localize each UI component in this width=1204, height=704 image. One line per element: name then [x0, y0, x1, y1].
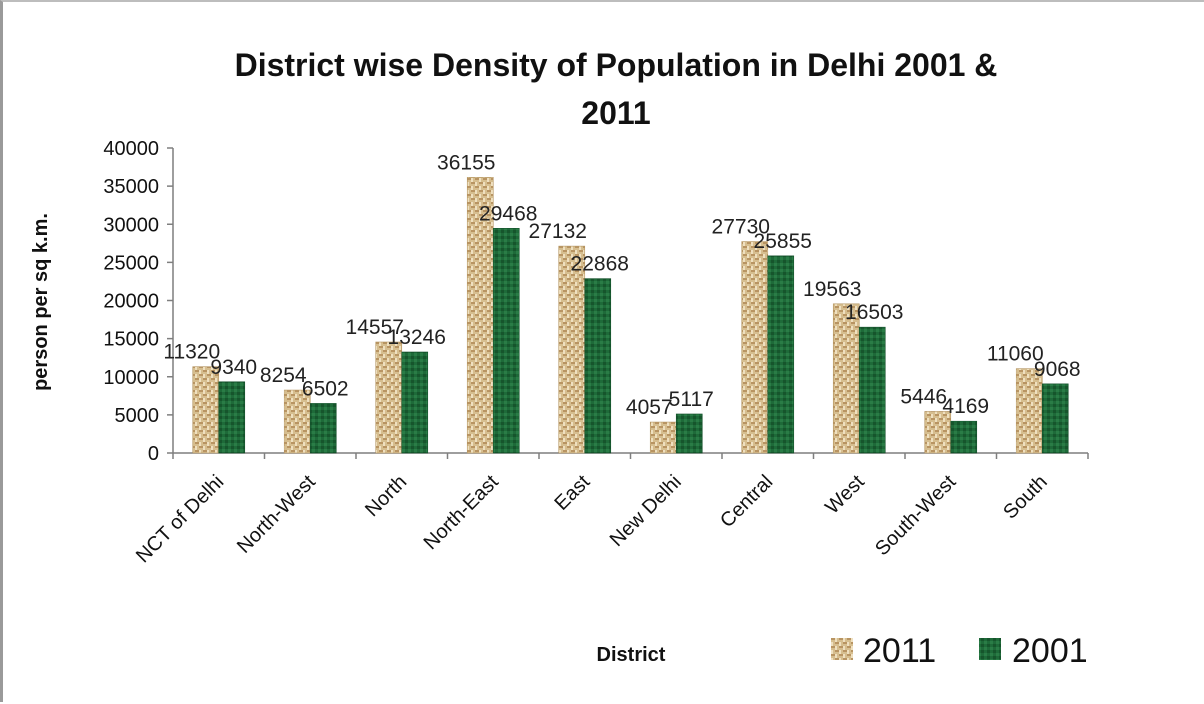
bar-2001-east: [584, 278, 612, 454]
data-label: 4169: [942, 395, 989, 418]
chart-title-line1: District wise Density of Population in D…: [235, 47, 998, 83]
data-label: 9340: [210, 356, 257, 379]
bar-2001-south-west: [950, 420, 978, 454]
legend-label-2011: 2011: [863, 632, 936, 670]
y-tick-label: 15000: [103, 329, 159, 351]
x-tick-label: Central: [716, 471, 777, 532]
data-label: 27730: [712, 216, 770, 239]
bar-2001-central: [767, 255, 795, 454]
bar-2011-new-delhi: [649, 421, 677, 454]
bar-2011-west: [832, 303, 860, 454]
data-label: 29468: [479, 202, 537, 225]
legend-label-2001: 2001: [1012, 632, 1088, 670]
bars: [192, 177, 1069, 454]
bar-2011-north: [375, 341, 403, 454]
data-label: 6502: [302, 377, 349, 400]
chart-title-line2: 2011: [581, 95, 650, 131]
bar-2011-east: [558, 245, 586, 454]
data-label: 22868: [571, 253, 629, 276]
y-tick-label: 10000: [103, 367, 159, 389]
data-label: 4057: [626, 396, 673, 419]
data-label: 13246: [388, 326, 446, 349]
bar-2001-nct-of-delhi: [218, 381, 246, 454]
bar-2001-north: [401, 351, 429, 454]
y-tick-label: 5000: [115, 405, 160, 427]
y-tick-label: 20000: [103, 291, 159, 313]
x-tick-label: North-West: [233, 471, 320, 558]
x-axis-ticks: NCT of Delhi North-West North North-East Eas…: [132, 453, 1089, 567]
data-label: 5117: [669, 388, 714, 411]
legend: 2011 2001: [831, 632, 1088, 670]
x-tick-label: North-East: [420, 471, 503, 554]
x-tick-label: East: [550, 471, 594, 515]
bar-2011-south-west: [924, 411, 952, 454]
y-tick-label: 25000: [103, 252, 159, 274]
bar-2001-north-west: [309, 403, 337, 454]
bar-2011-central: [741, 241, 769, 454]
x-tick-label: South: [999, 471, 1052, 524]
x-axis-label: District: [597, 644, 666, 666]
y-tick-label: 40000: [103, 138, 159, 160]
legend-swatch-2001: [979, 638, 1001, 660]
y-tick-label: 30000: [103, 214, 159, 236]
data-label: 5446: [900, 385, 947, 408]
bar-2011-north-east: [466, 177, 494, 454]
x-tick-label: West: [821, 471, 869, 519]
bar-2001-north-east: [492, 228, 520, 454]
data-label: 16503: [845, 301, 903, 324]
y-axis-label-group: person per sq k.m.: [30, 213, 52, 391]
x-tick-label: South-West: [871, 471, 960, 560]
x-tick-label: North: [361, 471, 411, 521]
bar-2011-nct-of-delhi: [192, 366, 220, 454]
y-tick-label: 0: [148, 443, 159, 465]
data-label: 27132: [529, 220, 587, 243]
data-label: 14557: [346, 316, 404, 339]
x-tick-label: NCT of Delhi: [132, 471, 228, 567]
data-label: 11320: [163, 341, 220, 364]
legend-swatch-2011: [831, 638, 853, 660]
bar-2001-west: [858, 326, 886, 454]
data-label: 25855: [754, 230, 812, 253]
bar-2011-south: [1015, 368, 1043, 454]
data-label: 9068: [1034, 358, 1081, 381]
data-label: 36155: [437, 151, 495, 174]
data-label: 11060: [987, 343, 1044, 366]
data-label: 8254: [260, 364, 307, 387]
y-axis-ticks: 0 5000 10000 15000 20000 25000 30000 35000 40000: [103, 138, 173, 465]
bar-2001-new-delhi: [675, 413, 703, 454]
y-axis-label: person per sq k.m.: [30, 213, 52, 391]
chart: District wise Density of Population in D…: [30, 47, 1089, 670]
bar-2001-south: [1041, 383, 1069, 454]
y-tick-label: 35000: [103, 176, 159, 198]
data-label: 19563: [803, 278, 861, 301]
x-tick-label: New Delhi: [606, 471, 686, 551]
